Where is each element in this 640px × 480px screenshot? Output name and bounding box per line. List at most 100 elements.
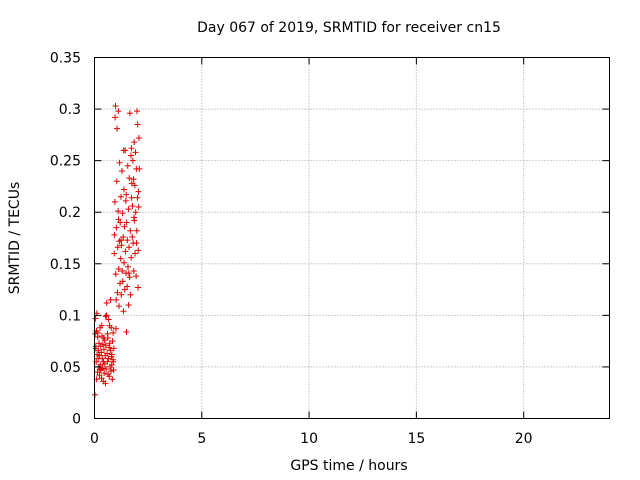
data-point — [104, 330, 111, 337]
data-point — [118, 167, 125, 174]
data-point — [94, 351, 101, 358]
data-points — [91, 102, 143, 398]
data-point — [113, 296, 120, 303]
data-point — [109, 376, 116, 383]
y-tick-label: 0.3 — [59, 102, 81, 118]
data-point — [123, 328, 130, 335]
data-point — [96, 352, 103, 359]
data-point — [109, 338, 116, 345]
y-tick-label: 0.05 — [50, 360, 81, 376]
data-point — [111, 198, 118, 205]
data-point — [112, 325, 119, 332]
data-point — [135, 134, 142, 141]
data-point — [133, 108, 140, 115]
x-tick-label: 0 — [90, 431, 99, 447]
data-point — [94, 329, 101, 336]
y-tick-label: 0.25 — [50, 154, 81, 170]
data-point — [120, 186, 127, 193]
data-point — [102, 380, 109, 387]
data-point — [115, 216, 122, 223]
data-point — [115, 265, 122, 272]
data-point — [117, 193, 124, 200]
data-point — [135, 247, 142, 254]
data-point — [124, 237, 131, 244]
data-point — [114, 289, 121, 296]
axis-ticks — [94, 57, 610, 419]
data-point — [92, 330, 99, 337]
data-point — [95, 347, 102, 354]
data-point — [112, 114, 119, 121]
data-point — [126, 274, 133, 281]
data-point — [113, 224, 120, 231]
data-point — [100, 346, 107, 353]
data-point — [96, 340, 103, 347]
data-point — [106, 344, 113, 351]
data-point — [103, 299, 110, 306]
data-point — [112, 271, 119, 278]
data-point — [99, 364, 106, 371]
data-point — [124, 263, 131, 270]
data-point — [128, 180, 135, 187]
data-point — [117, 255, 124, 262]
data-point — [123, 219, 130, 226]
data-point — [124, 162, 131, 169]
data-point — [131, 139, 138, 146]
data-point — [121, 259, 128, 266]
data-point — [116, 159, 123, 166]
data-point — [135, 284, 142, 291]
data-point — [120, 308, 127, 315]
x-tick-labels: 0 5 10 15 20 — [90, 431, 533, 447]
x-tick-label: 15 — [407, 431, 425, 447]
x-tick-label: 5 — [197, 431, 206, 447]
data-point — [119, 268, 126, 275]
data-point — [98, 375, 105, 382]
data-point — [126, 175, 133, 182]
data-point — [107, 296, 114, 303]
data-point — [133, 273, 140, 280]
data-point — [92, 315, 99, 322]
data-point — [119, 278, 126, 285]
data-point — [99, 341, 106, 348]
data-point — [126, 244, 133, 251]
data-point — [108, 361, 115, 368]
data-point — [92, 343, 99, 350]
data-point — [108, 353, 115, 360]
data-point — [124, 283, 131, 290]
data-point — [113, 178, 120, 185]
data-point — [128, 254, 135, 261]
data-point — [136, 165, 143, 172]
data-point — [118, 237, 125, 244]
data-point — [118, 242, 125, 249]
data-point — [130, 268, 137, 275]
x-tick-label: 20 — [515, 431, 533, 447]
data-point — [129, 203, 136, 210]
data-point — [127, 152, 134, 159]
data-point — [101, 370, 108, 377]
grid-lines — [94, 57, 610, 419]
data-point — [131, 182, 138, 189]
data-point — [132, 209, 139, 216]
y-tick-labels: 0 0.05 0.1 0.15 0.2 0.25 0.3 0.35 — [50, 51, 81, 428]
data-point — [107, 347, 114, 354]
plot-frame — [94, 57, 610, 419]
chart-title: Day 067 of 2019, SRMTID for receiver cn1… — [197, 20, 501, 36]
data-point — [106, 373, 113, 380]
data-point — [112, 102, 119, 109]
data-point — [118, 291, 125, 298]
x-tick-label: 10 — [300, 431, 318, 447]
data-point — [115, 303, 122, 310]
y-tick-label: 0.35 — [50, 51, 81, 67]
data-point — [117, 219, 124, 226]
data-point — [132, 149, 139, 156]
data-point — [127, 291, 134, 298]
data-point — [130, 176, 137, 183]
data-point — [129, 157, 136, 164]
data-point — [98, 349, 105, 356]
data-point — [102, 342, 109, 349]
data-point — [115, 208, 122, 215]
data-point — [110, 329, 117, 336]
data-point — [122, 248, 129, 255]
data-point — [105, 355, 112, 362]
data-point — [133, 227, 140, 234]
data-point — [128, 145, 135, 152]
